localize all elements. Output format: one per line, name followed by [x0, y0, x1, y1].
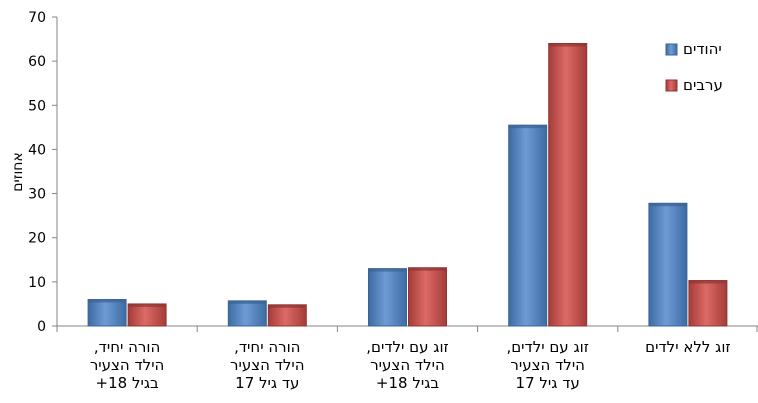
bar-cap — [128, 303, 167, 307]
x-category-label: עד גיל 17 — [235, 374, 299, 392]
y-tick-label: 60 — [28, 54, 46, 70]
bar-cap — [228, 300, 267, 304]
bar-cap — [408, 267, 447, 271]
legend-swatch — [665, 43, 678, 56]
bars — [87, 42, 728, 327]
bar-arabs — [408, 267, 447, 327]
x-category-label: הילד הצעיר — [90, 356, 165, 374]
legend-label: ערבים — [683, 76, 723, 94]
y-tick-label: 20 — [28, 231, 46, 247]
bar-jews — [508, 124, 548, 327]
y-tick-label: 70 — [28, 10, 46, 26]
bar-cap — [548, 43, 587, 47]
bar-cap — [508, 125, 547, 129]
x-category-label: הילד הצעיר — [510, 356, 585, 374]
bar-cap — [88, 299, 127, 303]
legend-swatch — [665, 79, 678, 92]
x-category-label: הורה יחיד, — [234, 338, 300, 356]
bar-cap — [368, 268, 407, 272]
x-category-label: בגיל 18+ — [96, 374, 160, 392]
bar-arabs — [127, 303, 167, 327]
axes: 0 10 20 30 40 50 60 70 אחוזים — [10, 10, 758, 335]
y-axis-label: אחוזים — [10, 152, 26, 192]
x-category-label: בגיל 18+ — [376, 374, 440, 392]
x-category-label: זוג ללא ילדים — [645, 338, 730, 356]
bar-arabs — [688, 280, 728, 327]
x-category-label: זוג עם ילדים, — [506, 338, 589, 356]
y-tick-label: 0 — [37, 319, 46, 335]
y-tick-label: 30 — [28, 187, 46, 203]
bar-cap — [648, 203, 687, 207]
bar-arabs — [548, 42, 588, 327]
y-tick-label: 40 — [28, 142, 46, 158]
x-category-label: הילד הצעיר — [370, 356, 445, 374]
y-tick-label: 10 — [28, 275, 46, 291]
bar-jews — [87, 299, 127, 327]
bar-cap — [268, 304, 307, 308]
bar-arabs — [267, 304, 307, 327]
bar-cap — [688, 280, 727, 284]
legend-label: יהודים — [683, 40, 722, 58]
x-category-label: עד גיל 17 — [516, 374, 580, 392]
bar-jews — [648, 202, 688, 327]
x-category-label: הורה יחיד, — [94, 338, 160, 356]
bar-jews — [368, 268, 407, 327]
x-category-label: הילד הצעיר — [230, 356, 305, 374]
x-category-label: זוג עם ילדים, — [366, 338, 449, 356]
legend: יהודים ערבים — [665, 40, 723, 94]
y-tick-label: 50 — [28, 98, 46, 114]
bar-jews — [227, 300, 267, 327]
